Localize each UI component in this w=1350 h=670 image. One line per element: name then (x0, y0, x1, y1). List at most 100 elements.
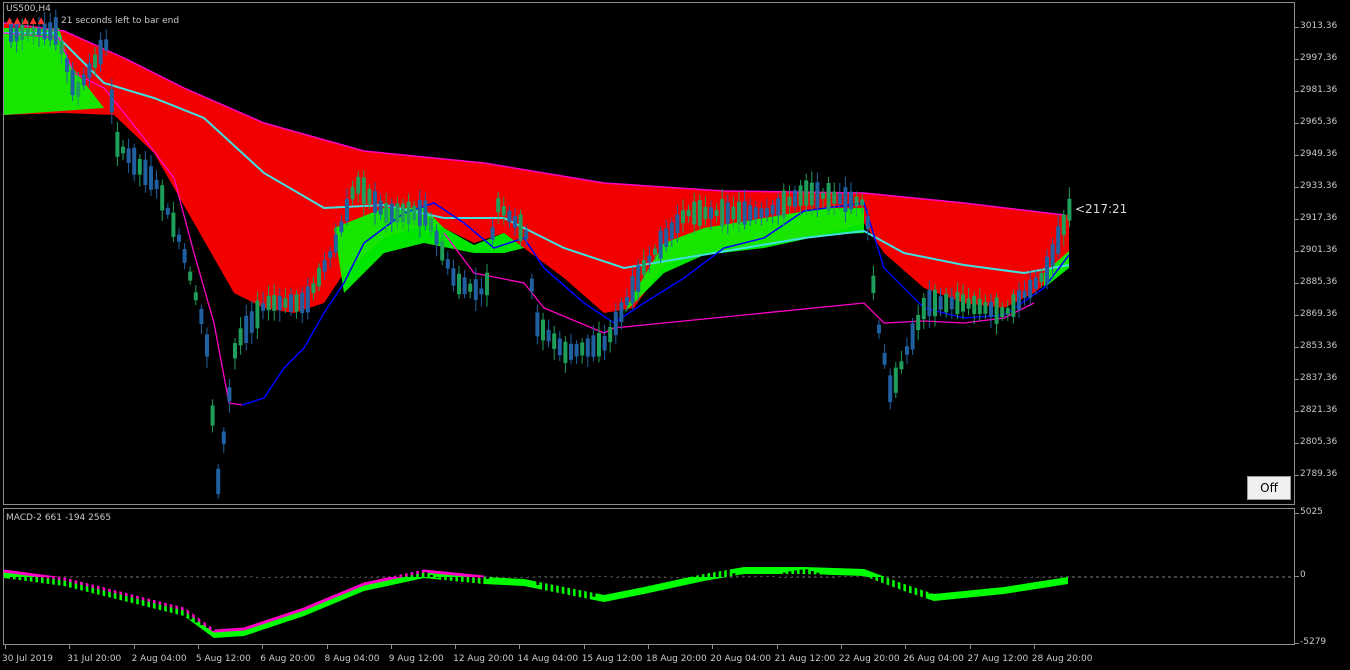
macd-histogram-bar (928, 577, 932, 594)
candle-body (434, 230, 439, 245)
candle-body (401, 203, 405, 223)
price-tick-label: 2821.36 (1300, 405, 1338, 415)
candle-body (205, 334, 209, 357)
macd-histogram-bar (995, 571, 999, 577)
macd-histogram-bar (206, 577, 209, 628)
time-tick-label: 30 Jul 2019 (2, 654, 53, 664)
candle-body (1028, 279, 1033, 298)
macd-histogram-bar (21, 577, 25, 583)
candle-body (1011, 294, 1016, 317)
macd-histogram-bar (379, 534, 383, 577)
macd-histogram-bar (766, 577, 769, 581)
candle-body (182, 249, 187, 263)
macd-histogram-bar (962, 572, 965, 577)
ribbon-green (624, 208, 864, 313)
macd-histogram-bar (788, 571, 792, 577)
candle-body (977, 299, 982, 314)
candle-body (65, 58, 69, 72)
candle-body (261, 303, 265, 311)
candle-body (742, 201, 747, 225)
candle-body (272, 295, 277, 311)
price-tick (1295, 27, 1299, 28)
price-tick-label: 2869.36 (1300, 309, 1338, 319)
candle-body (849, 191, 853, 210)
candle-body (395, 203, 400, 223)
macd-histogram-bar (66, 577, 69, 595)
candle-body (585, 338, 590, 357)
macd-histogram-bar (474, 577, 478, 596)
candle-body (524, 230, 529, 240)
macd-histogram-bar (922, 577, 926, 601)
macd-histogram-bar (1018, 568, 1021, 577)
macd-histogram-bar (110, 577, 114, 606)
candle-body (277, 295, 282, 311)
macd-histogram-bar (491, 570, 495, 577)
macd-histogram-bar (211, 577, 215, 631)
macd-histogram-bar (900, 577, 904, 625)
candle-body (625, 297, 629, 305)
macd-histogram-bar (60, 577, 64, 592)
macd-histogram-bar (318, 542, 321, 577)
macd-histogram-bar (155, 577, 159, 613)
macd-histogram-bar (144, 577, 148, 611)
macd-histogram-bar (116, 577, 120, 607)
macd-histogram-bar (194, 577, 198, 623)
macd-histogram-bar (659, 544, 663, 577)
candle-body (350, 187, 355, 200)
candle-body (1050, 244, 1055, 267)
macd-histogram-bar (581, 577, 585, 606)
candle-body (188, 271, 193, 281)
time-tick (840, 645, 842, 649)
candle-body (104, 39, 109, 51)
candle-body (42, 23, 47, 40)
candle-body (893, 367, 898, 393)
macd-histogram-bar (278, 549, 282, 577)
time-tick-label: 20 Aug 04:00 (710, 654, 771, 664)
candle-body (916, 314, 921, 331)
macd-histogram-bar (771, 577, 775, 579)
macd-histogram-bar (486, 577, 489, 579)
candle-body (1067, 198, 1072, 221)
time-tick-label: 8 Aug 04:00 (324, 654, 380, 664)
off-button[interactable]: Off (1247, 476, 1291, 500)
candle-body (966, 298, 971, 309)
candle-body (888, 375, 893, 403)
macd-canvas (4, 523, 1294, 638)
candle-body (580, 342, 585, 356)
candle-body (266, 295, 271, 311)
candle-body (76, 81, 81, 97)
macd-histogram-bar (816, 572, 820, 577)
candle-body (972, 296, 977, 314)
macd-histogram-bar (626, 565, 629, 577)
macd-pane[interactable] (3, 508, 1295, 645)
time-tick (326, 645, 328, 649)
macd-histogram-bar (166, 577, 170, 615)
macd-histogram-bar (273, 552, 277, 577)
candle-body (1022, 290, 1027, 298)
macd-histogram-bar (32, 577, 36, 584)
macd-histogram-bar (530, 575, 534, 577)
candle-body (373, 191, 377, 213)
price-chart-pane[interactable] (3, 2, 1295, 505)
macd-histogram-bar (1046, 556, 1049, 577)
candle-body (423, 200, 428, 226)
macd-histogram-bar (614, 576, 618, 577)
macd-histogram-bar (301, 542, 305, 577)
macd-histogram-bar (990, 572, 993, 577)
candle-body (1045, 256, 1049, 284)
candle-body (367, 188, 372, 204)
candle-body (815, 182, 820, 208)
candle-body (311, 283, 316, 294)
macd-histogram-bar (777, 575, 781, 577)
candle-body (921, 297, 926, 320)
candle-body (1017, 290, 1021, 310)
macd-histogram-bar (945, 577, 949, 579)
candle-body (93, 54, 97, 68)
candle-body (233, 343, 237, 359)
candle-body (910, 323, 915, 350)
candle-body (177, 234, 181, 242)
candle-body (37, 28, 41, 36)
candle-body (193, 292, 198, 301)
price-tick-label: 2981.36 (1300, 85, 1338, 95)
macd-histogram-bar (138, 577, 142, 610)
